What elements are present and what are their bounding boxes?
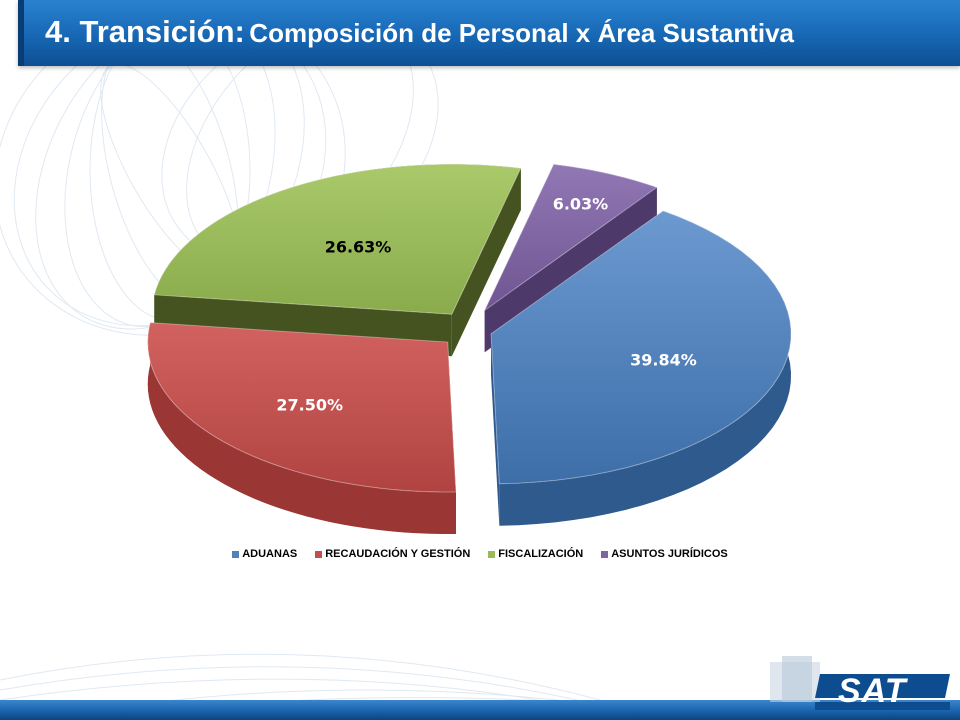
legend-swatch	[315, 550, 323, 558]
legend-swatch	[601, 550, 609, 558]
slice-recaudacion-top	[147, 322, 457, 493]
legend-item-juridicos: ASUNTOS JURÍDICOS	[601, 545, 728, 563]
title-bar	[18, 0, 960, 66]
slice-aduanas-label: 39.84%	[630, 351, 697, 370]
slice-juridicos-label: 6.03%	[553, 195, 609, 214]
legend-label: ADUANAS	[242, 548, 298, 560]
slide-title: 4. Transición: Composición de Personal x…	[45, 14, 794, 50]
slice-recaudacion	[147, 322, 457, 535]
legend-item-recaudacion: RECAUDACIÓN Y GESTIÓN	[315, 545, 470, 563]
legend-item-fiscalizacion: FISCALIZACIÓN	[488, 545, 583, 563]
legend-swatch	[488, 550, 496, 558]
slice-aduanas-wall-2	[491, 333, 500, 526]
slide-title-subtitle: Composición de Personal x Área Sustantiv…	[249, 18, 795, 48]
sat-logo-text: SAT	[838, 672, 907, 710]
footer-bar	[0, 700, 960, 720]
slice-juridicos-top	[483, 163, 658, 312]
legend-item-aduanas: ADUANAS	[232, 545, 297, 563]
slice-fiscalizacion-wall-2	[451, 168, 521, 357]
slice-aduanas	[490, 210, 792, 526]
title-bar-edge	[18, 0, 24, 66]
slice-aduanas-side	[499, 210, 792, 526]
legend-label: FISCALIZACIÓN	[498, 548, 584, 560]
legend-swatch	[232, 550, 240, 558]
slice-fiscalizacion-top	[153, 163, 522, 315]
legend-label: RECAUDACIÓN Y GESTIÓN	[325, 548, 471, 560]
slice-fiscalizacion-label: 26.63%	[325, 237, 392, 256]
sat-logo	[770, 656, 950, 710]
slide-title-main: 4. Transición:	[45, 14, 245, 49]
legend-label: ASUNTOS JURÍDICOS	[611, 548, 728, 560]
chart-legend: ADUANAS RECAUDACIÓN Y GESTIÓN FISCALIZACIÓ…	[130, 545, 830, 563]
slice-aduanas-top	[490, 210, 792, 485]
slice-recaudacion-label: 27.50%	[276, 395, 343, 414]
slice-recaudacion-side	[147, 322, 456, 535]
